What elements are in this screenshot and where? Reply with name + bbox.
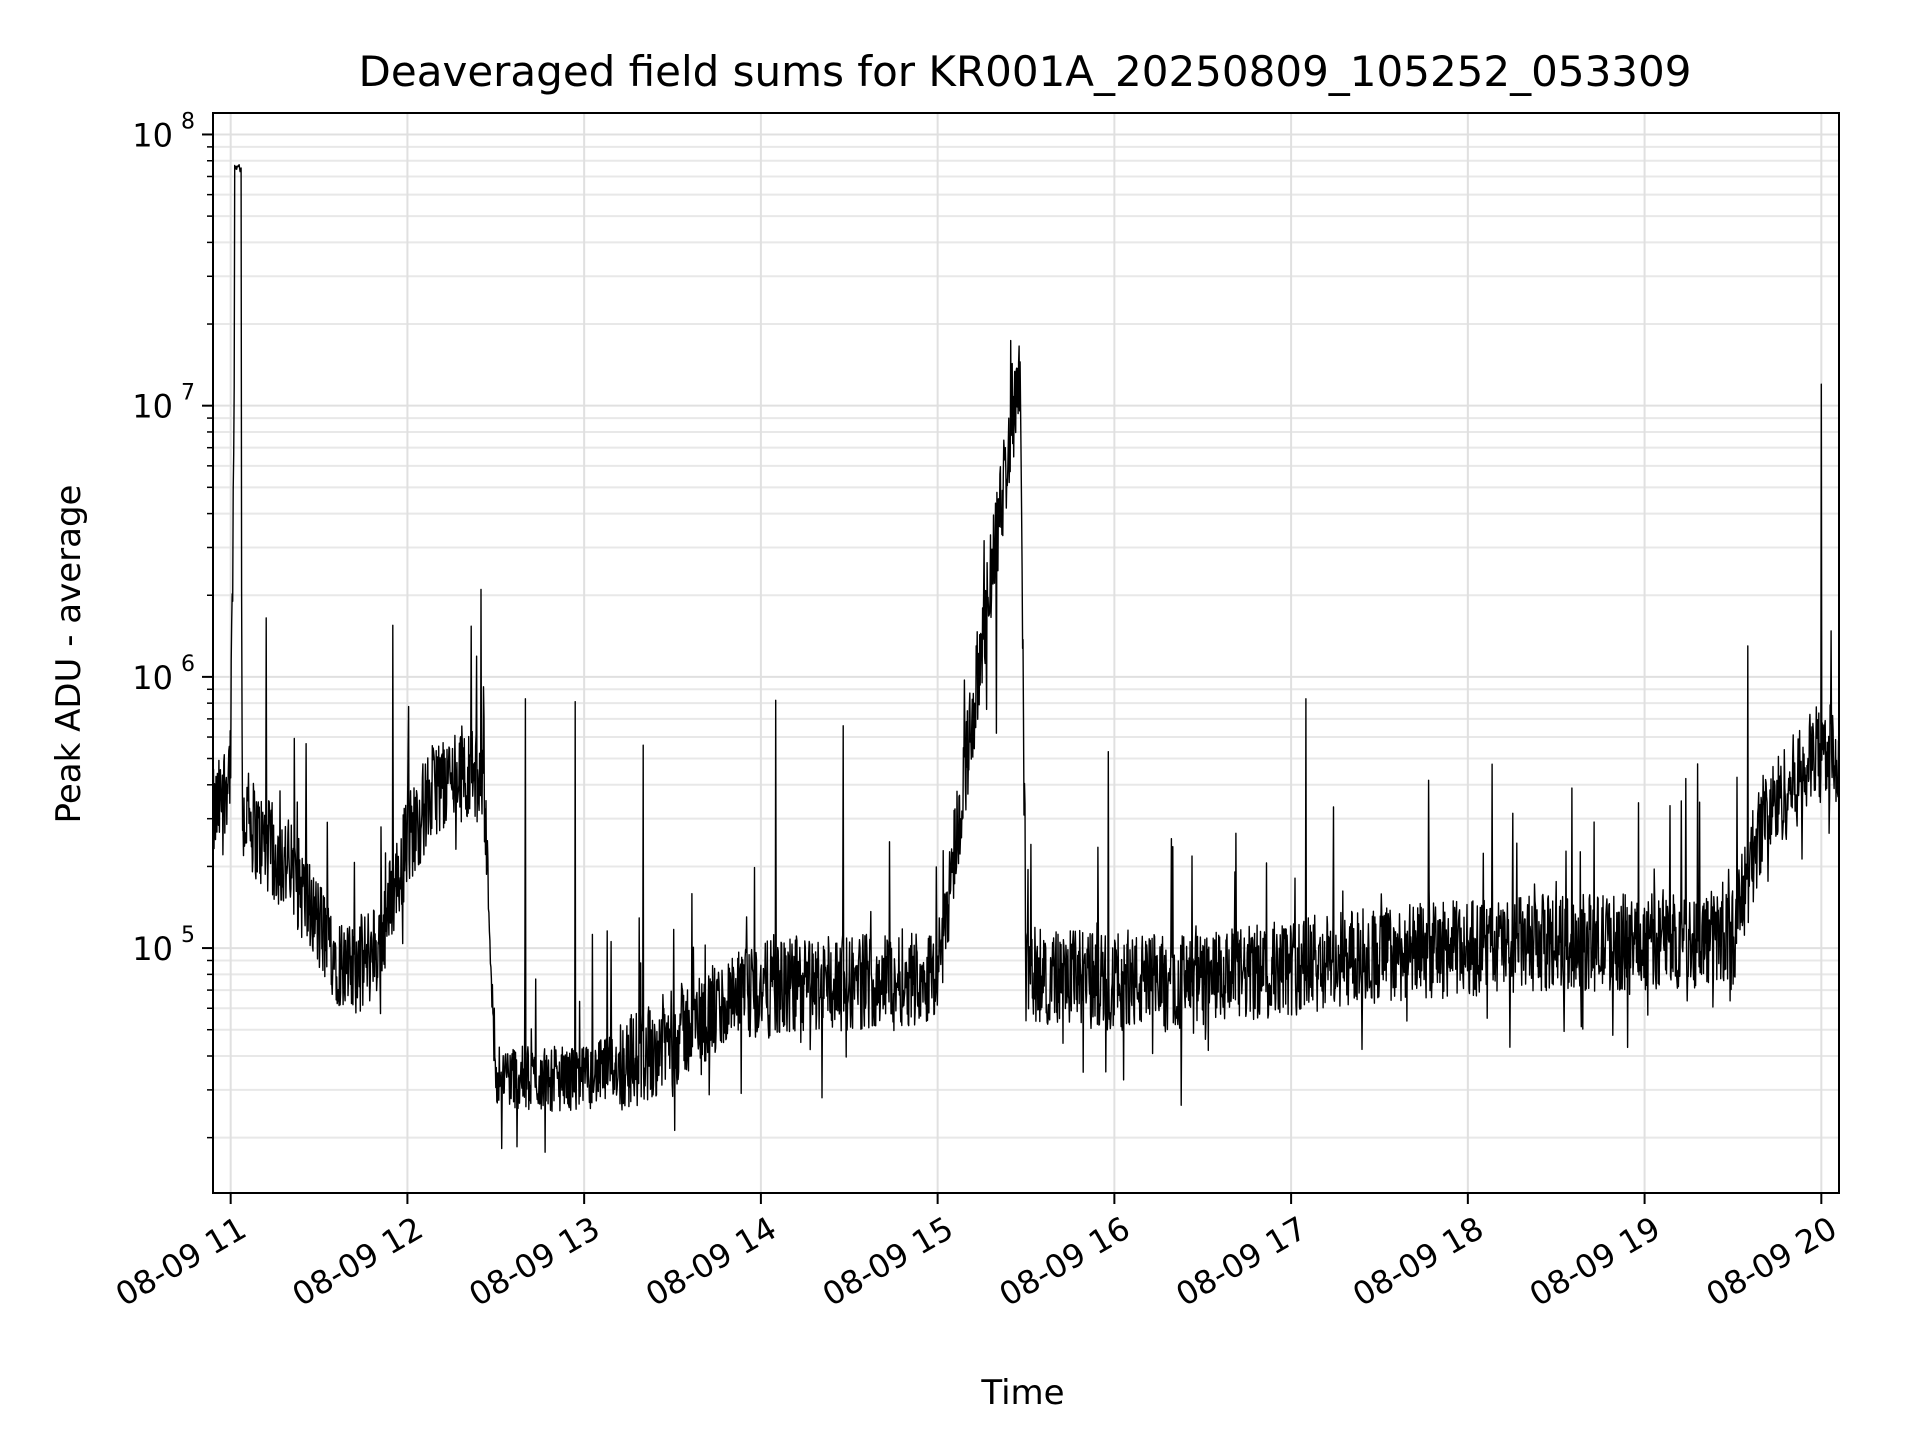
x-tick-label: 08-09 17 [1170, 1209, 1314, 1314]
data-line [212, 163, 1840, 1153]
y-tick-label: 10 [132, 388, 173, 426]
grid [213, 113, 1839, 1193]
y-tick-label: 10 [132, 659, 173, 697]
y-axis-label: Peak ADU - average [49, 485, 89, 824]
x-tick-label: 08-09 16 [993, 1209, 1137, 1314]
x-tick-label: 08-09 18 [1346, 1209, 1490, 1314]
y-tick-exponent: 7 [181, 381, 195, 406]
y-tick-label: 10 [132, 116, 173, 154]
x-tick-label: 08-09 14 [639, 1209, 783, 1314]
y-tick-label: 10 [132, 930, 173, 968]
y-tick-exponent: 8 [181, 109, 195, 134]
chart-title: Deaveraged field sums for KR001A_2025080… [359, 47, 1692, 96]
x-tick-label: 08-09 15 [816, 1209, 960, 1314]
y-tick-exponent: 5 [181, 923, 195, 948]
plot-frame [212, 112, 1840, 1194]
x-tick-label: 08-09 20 [1700, 1209, 1844, 1314]
x-tick-label: 08-09 19 [1523, 1209, 1667, 1314]
x-axis-label: Time [980, 1373, 1064, 1413]
series-layer [212, 163, 1840, 1153]
x-tick-label: 08-09 12 [286, 1209, 430, 1314]
y-tick-exponent: 6 [181, 652, 195, 677]
x-tick-label: 08-09 11 [109, 1209, 253, 1314]
x-tick-label: 08-09 13 [463, 1209, 607, 1314]
